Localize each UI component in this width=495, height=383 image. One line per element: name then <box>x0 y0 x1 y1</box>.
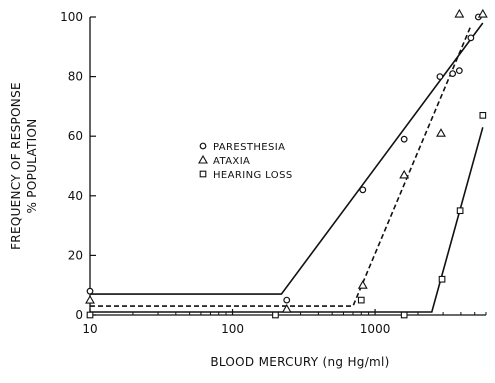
axis-ticks: 0 20 40 60 80 100 10 100 1000 <box>60 10 487 336</box>
fit-line-ataxia <box>90 25 472 307</box>
data-point-ataxia <box>357 280 368 289</box>
data-point-hearing-loss <box>357 296 365 304</box>
data-point-paresthesia <box>283 296 291 304</box>
data-point-paresthesia <box>467 34 475 42</box>
x-axis-label: BLOOD MERCURY (ng Hg/ml) <box>210 355 389 369</box>
data-point-paresthesia <box>436 73 444 80</box>
data-points <box>85 8 488 319</box>
legend-label-paresthesia: PARESTHESIA <box>213 142 285 153</box>
data-point-paresthesia <box>400 135 408 143</box>
y-tick-label: 60 <box>68 129 83 143</box>
fit-line-hearing-loss <box>90 127 484 313</box>
data-point-hearing-loss <box>479 111 487 119</box>
y-tick-label: 80 <box>68 70 83 84</box>
y-axis-label-line1: FREQUENCY OF RESPONSE <box>9 82 23 250</box>
axes-frame <box>89 17 486 316</box>
y-tick-label: 0 <box>75 308 83 322</box>
data-point-hearing-loss <box>456 207 464 215</box>
data-point-hearing-loss <box>400 311 408 319</box>
data-point-hearing-loss <box>86 311 94 319</box>
fit-lines <box>90 22 484 313</box>
data-point-ataxia <box>436 128 446 137</box>
legend: PARESTHESIA ATAXIA HEARING LOSS <box>198 142 293 181</box>
y-tick-label: 20 <box>68 248 83 262</box>
x-tick-label: 1000 <box>360 322 391 336</box>
data-point-hearing-loss <box>438 275 446 283</box>
legend-marker-paresthesia <box>199 142 207 150</box>
x-tick-label: 10 <box>82 322 97 336</box>
y-tick-label: 40 <box>68 189 83 203</box>
data-point-paresthesia <box>86 287 94 295</box>
fit-line-paresthesia <box>90 22 484 295</box>
axis-labels: BLOOD MERCURY (ng Hg/ml) FREQUENCY OF RES… <box>9 82 389 369</box>
data-point-ataxia <box>454 8 465 18</box>
legend-label-hearing-loss: HEARING LOSS <box>213 170 293 181</box>
data-point-hearing-loss <box>272 311 279 319</box>
data-point-paresthesia <box>359 186 367 194</box>
legend-label-ataxia: ATAXIA <box>213 156 250 167</box>
data-point-paresthesia <box>455 67 463 75</box>
legend-marker-hearing-loss <box>199 170 207 178</box>
y-axis-label-line2: % POPULATION <box>25 118 39 213</box>
legend-marker-ataxia <box>198 154 208 164</box>
data-point-ataxia <box>477 8 488 18</box>
data-point-ataxia <box>85 294 95 304</box>
data-point-paresthesia <box>449 70 457 78</box>
data-point-ataxia <box>399 169 410 179</box>
x-tick-label: 100 <box>221 322 244 336</box>
y-tick-label: 100 <box>60 10 83 24</box>
data-point-ataxia <box>281 303 292 313</box>
